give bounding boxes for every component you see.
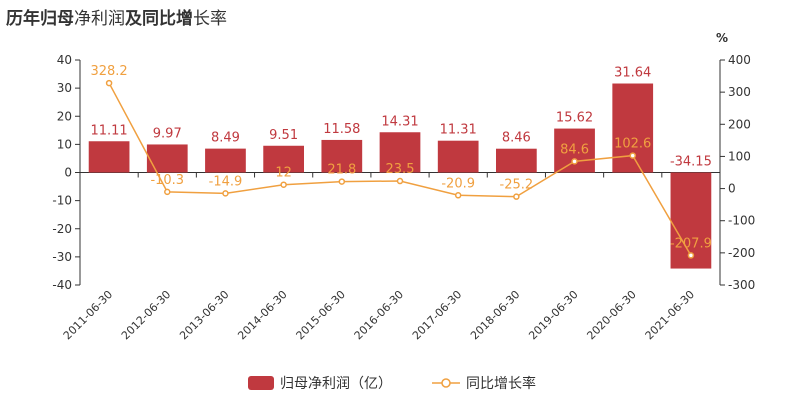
bar-value-label: 31.64 bbox=[614, 66, 651, 81]
right-tick-label: -300 bbox=[728, 278, 755, 292]
x-tick-label: 2012-06-30 bbox=[119, 288, 173, 342]
right-axis-unit: % bbox=[716, 31, 728, 45]
growth-point bbox=[105, 79, 113, 87]
bar bbox=[612, 83, 654, 173]
growth-point bbox=[396, 177, 404, 185]
x-tick-label: 2020-06-30 bbox=[584, 288, 638, 342]
left-tick-label: -30 bbox=[52, 250, 72, 264]
growth-value-label: -10.3 bbox=[150, 173, 184, 188]
x-tick-label: 2017-06-30 bbox=[410, 288, 464, 342]
growth-value-label: 328.2 bbox=[90, 64, 127, 79]
growth-value-label: 21.8 bbox=[327, 163, 356, 178]
x-tick-label: 2016-06-30 bbox=[352, 288, 406, 342]
bar-value-label: 11.58 bbox=[323, 122, 360, 137]
bar-value-label: 8.49 bbox=[211, 131, 240, 146]
bar-value-label: 15.62 bbox=[556, 111, 593, 126]
x-tick-label: 2015-06-30 bbox=[294, 288, 348, 342]
growth-point bbox=[513, 193, 520, 200]
growth-value-label: -14.9 bbox=[209, 174, 243, 189]
bar bbox=[554, 128, 595, 173]
legend-bar-swatch bbox=[248, 376, 274, 390]
left-tick-label: 10 bbox=[57, 137, 72, 151]
x-tick-label: 2018-06-30 bbox=[468, 288, 522, 342]
chart-title: 历年归母净利润及同比增长率 bbox=[6, 9, 227, 29]
growth-point bbox=[222, 190, 229, 197]
bar bbox=[88, 141, 130, 173]
bar bbox=[321, 139, 363, 173]
right-tick-label: 100 bbox=[728, 149, 751, 163]
right-tick-label: 300 bbox=[728, 85, 751, 99]
growth-point bbox=[629, 152, 636, 159]
growth-point bbox=[454, 192, 462, 199]
bar-value-label: 11.31 bbox=[440, 123, 477, 138]
right-tick-label: 0 bbox=[728, 182, 736, 196]
left-tick-label: -10 bbox=[52, 194, 72, 208]
growth-value-label: -25.2 bbox=[500, 178, 534, 193]
left-tick-label: -20 bbox=[52, 222, 72, 236]
growth-value-label: 84.6 bbox=[560, 142, 589, 157]
bar bbox=[146, 144, 188, 173]
right-tick-label: 400 bbox=[728, 53, 751, 67]
bar-value-label: -34.15 bbox=[670, 155, 712, 170]
left-tick-label: 0 bbox=[64, 166, 72, 180]
growth-value-label: 23.5 bbox=[386, 162, 415, 177]
growth-point bbox=[164, 188, 171, 196]
bar bbox=[496, 148, 537, 173]
x-tick-label: 2014-06-30 bbox=[235, 288, 289, 342]
bar-value-label: 8.46 bbox=[502, 131, 531, 146]
bar-value-label: 9.97 bbox=[153, 126, 182, 141]
bar bbox=[437, 140, 479, 173]
x-tick-label: 2011-06-30 bbox=[61, 288, 115, 342]
left-tick-label: 40 bbox=[57, 53, 72, 67]
growth-point bbox=[280, 181, 287, 188]
left-tick-label: 30 bbox=[57, 81, 72, 95]
bar bbox=[379, 132, 421, 173]
left-tick-label: -40 bbox=[52, 278, 72, 292]
x-tick-label: 2013-06-30 bbox=[177, 288, 231, 342]
bar bbox=[263, 145, 304, 173]
bar-value-label: 14.31 bbox=[381, 114, 418, 129]
growth-point bbox=[571, 158, 578, 165]
growth-value-label: -207.9 bbox=[670, 236, 712, 251]
growth-point bbox=[687, 252, 695, 259]
x-tick-label: 2019-06-30 bbox=[526, 288, 580, 342]
right-tick-label: 200 bbox=[728, 117, 751, 131]
growth-value-label: 102.6 bbox=[614, 137, 651, 152]
left-tick-label: 20 bbox=[57, 109, 72, 123]
bar bbox=[205, 148, 246, 173]
legend-line-marker bbox=[441, 378, 451, 388]
growth-value-label: 12 bbox=[275, 166, 292, 181]
x-tick-label: 2021-06-30 bbox=[643, 288, 697, 342]
growth-value-label: -20.9 bbox=[441, 176, 475, 191]
bar-value-label: 9.51 bbox=[269, 128, 298, 143]
growth-point bbox=[338, 178, 346, 185]
legend-bar-label: 归母净利润（亿） bbox=[280, 375, 392, 392]
legend-line-label: 同比增长率 bbox=[466, 375, 536, 392]
right-tick-label: -100 bbox=[728, 214, 755, 228]
right-tick-label: -200 bbox=[728, 246, 755, 260]
bar-value-label: 11.11 bbox=[90, 123, 127, 138]
